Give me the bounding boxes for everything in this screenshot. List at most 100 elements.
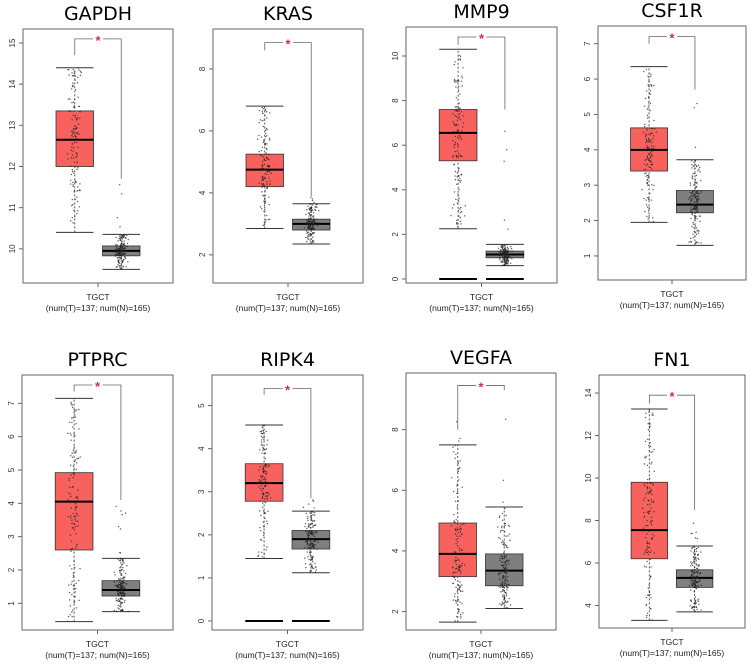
jitter-point bbox=[263, 156, 265, 158]
jitter-point bbox=[69, 534, 72, 536]
jitter-point bbox=[509, 604, 512, 606]
jitter-point bbox=[458, 116, 460, 118]
jitter-point bbox=[263, 204, 266, 207]
jitter-point bbox=[78, 428, 80, 430]
jitter-point bbox=[455, 539, 457, 541]
jitter-point bbox=[264, 200, 267, 202]
jitter-point bbox=[262, 179, 264, 181]
jitter-point bbox=[76, 496, 79, 498]
jitter-point bbox=[313, 201, 315, 203]
y-tick-label: 0 bbox=[391, 276, 400, 281]
jitter-point bbox=[503, 257, 505, 259]
jitter-point bbox=[74, 509, 77, 511]
jitter-point bbox=[72, 572, 75, 574]
jitter-point bbox=[122, 250, 124, 252]
jitter-point bbox=[453, 203, 455, 206]
jitter-point bbox=[309, 564, 311, 566]
jitter-point bbox=[504, 544, 506, 546]
y-tick-label: 4 bbox=[583, 147, 592, 152]
x-label: TGCT bbox=[86, 292, 109, 302]
jitter-point bbox=[72, 184, 74, 186]
jitter-point bbox=[119, 257, 121, 260]
jitter-point bbox=[267, 164, 269, 166]
jitter-point bbox=[72, 129, 75, 131]
jitter-point bbox=[693, 559, 695, 561]
jitter-point bbox=[456, 559, 458, 562]
jitter-point bbox=[697, 192, 699, 195]
jitter-point bbox=[258, 479, 261, 481]
jitter-point bbox=[700, 551, 702, 553]
jitter-point bbox=[74, 451, 76, 453]
jitter-point bbox=[652, 137, 654, 140]
panel-title: CSF1R bbox=[641, 0, 703, 22]
jitter-point bbox=[309, 206, 311, 209]
jitter-point bbox=[309, 220, 312, 222]
tumor-box bbox=[55, 110, 94, 167]
jitter-point bbox=[263, 498, 266, 500]
jitter-point bbox=[68, 479, 70, 481]
jitter-point bbox=[646, 519, 648, 522]
jitter-point bbox=[75, 138, 78, 140]
jitter-point bbox=[649, 551, 651, 554]
jitter-point bbox=[263, 176, 265, 178]
jitter-point bbox=[690, 237, 692, 240]
jitter-point bbox=[303, 546, 306, 549]
jitter-point bbox=[316, 225, 319, 227]
significance-star: * bbox=[669, 31, 675, 46]
jitter-point bbox=[693, 201, 696, 203]
jitter-point bbox=[645, 525, 647, 527]
y-tick-label: 14 bbox=[8, 79, 17, 88]
jitter-point bbox=[310, 215, 312, 217]
jitter-point bbox=[463, 564, 466, 566]
jitter-point bbox=[460, 137, 462, 139]
jitter-point bbox=[117, 588, 119, 591]
jitter-point bbox=[457, 144, 459, 146]
jitter-point bbox=[264, 464, 266, 466]
jitter-point bbox=[67, 620, 69, 623]
jitter-point bbox=[697, 197, 700, 199]
jitter-point bbox=[695, 582, 697, 584]
jitter-point bbox=[124, 256, 126, 258]
jitter-point bbox=[316, 206, 318, 208]
jitter-point bbox=[697, 572, 699, 574]
jitter-point bbox=[506, 606, 508, 609]
jitter-point bbox=[648, 408, 650, 411]
jitter-point bbox=[502, 529, 504, 532]
jitter-point bbox=[453, 144, 456, 146]
jitter-point bbox=[646, 181, 649, 184]
jitter-point bbox=[700, 609, 702, 611]
jitter-point bbox=[693, 230, 695, 233]
jitter-point bbox=[73, 141, 75, 144]
jitter-point bbox=[644, 97, 647, 100]
jitter-point bbox=[652, 189, 654, 191]
jitter-point bbox=[649, 441, 651, 444]
jitter-point bbox=[506, 244, 508, 246]
jitter-point bbox=[452, 566, 454, 568]
jitter-point bbox=[72, 512, 74, 515]
jitter-point bbox=[75, 468, 77, 471]
jitter-point bbox=[121, 564, 123, 566]
jitter-point bbox=[317, 541, 319, 544]
jitter-point bbox=[305, 213, 307, 216]
jitter-point bbox=[507, 561, 509, 563]
jitter-point bbox=[312, 500, 315, 502]
y-tick-label: 7 bbox=[583, 41, 592, 46]
jitter-point bbox=[650, 520, 652, 522]
jitter-point bbox=[117, 598, 120, 601]
jitter-point bbox=[77, 67, 79, 69]
jitter-point bbox=[261, 161, 264, 163]
jitter-point bbox=[700, 242, 702, 244]
jitter-point bbox=[459, 135, 461, 138]
jitter-point bbox=[308, 221, 310, 223]
jitter-point bbox=[694, 163, 696, 166]
jitter-point bbox=[653, 448, 655, 451]
jitter-point bbox=[266, 439, 269, 441]
jitter-point bbox=[644, 172, 646, 175]
jitter-point bbox=[309, 243, 311, 245]
jitter-point bbox=[690, 200, 692, 202]
jitter-point bbox=[646, 551, 649, 554]
jitter-point bbox=[124, 237, 127, 239]
jitter-point bbox=[268, 203, 270, 206]
jitter-point bbox=[505, 594, 508, 597]
